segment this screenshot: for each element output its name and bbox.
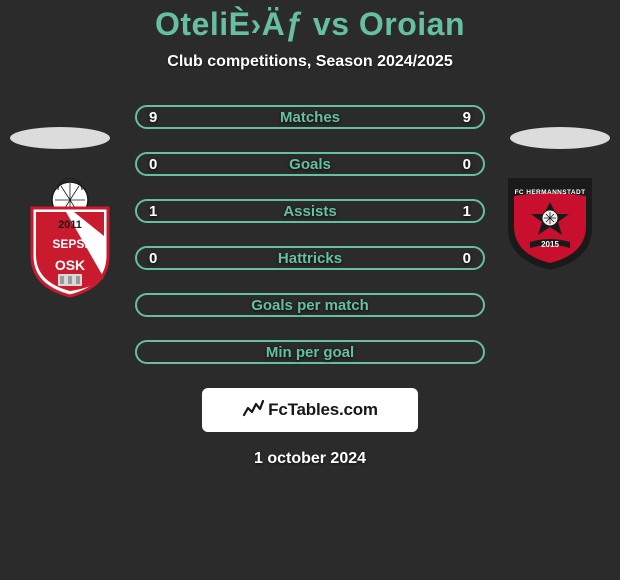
svg-text:FC HERMANNSTADT: FC HERMANNSTADT (515, 189, 586, 196)
club-badge-left: 2011 SEPSI OSK (20, 178, 120, 278)
stat-label: Goals (289, 156, 331, 173)
club-badge-right: FC HERMANNSTADT 2015 (500, 168, 600, 268)
svg-text:2015: 2015 (541, 240, 559, 249)
stat-left-value: 0 (149, 156, 157, 173)
sepsi-badge-icon: 2011 SEPSI OSK (20, 178, 120, 298)
player-silhouette-right (510, 127, 610, 149)
stats-list: 9 Matches 9 0 Goals 0 1 Assists 1 0 Hatt… (135, 105, 485, 364)
stat-right-value: 1 (463, 203, 471, 220)
stat-label: Hattricks (278, 250, 342, 267)
stat-row-matches: 9 Matches 9 (135, 105, 485, 129)
svg-text:OSK: OSK (55, 257, 85, 273)
stat-left-value: 9 (149, 109, 157, 126)
stat-label: Min per goal (266, 344, 354, 361)
stat-right-value: 0 (463, 250, 471, 267)
stat-row-assists: 1 Assists 1 (135, 199, 485, 223)
stat-left-value: 1 (149, 203, 157, 220)
fctables-link[interactable]: FcTables.com (202, 388, 418, 432)
stat-label: Matches (280, 109, 340, 126)
fctables-text: FcTables.com (268, 400, 378, 420)
stat-label: Assists (283, 203, 336, 220)
fctables-label: FcTables.com (242, 399, 378, 422)
stat-row-hattricks: 0 Hattricks 0 (135, 246, 485, 270)
comparison-date: 1 october 2024 (254, 450, 366, 468)
player-silhouette-left (10, 127, 110, 149)
stat-row-min-per-goal: Min per goal (135, 340, 485, 364)
stat-label: Goals per match (251, 297, 369, 314)
stat-right-value: 9 (463, 109, 471, 126)
comparison-subtitle: Club competitions, Season 2024/2025 (167, 53, 452, 71)
stat-left-value: 0 (149, 250, 157, 267)
stat-row-goals: 0 Goals 0 (135, 152, 485, 176)
comparison-title: OteliÈ›Äƒ vs Oroian (155, 6, 465, 43)
stat-row-goals-per-match: Goals per match (135, 293, 485, 317)
stat-right-value: 0 (463, 156, 471, 173)
hermannstadt-badge-icon: FC HERMANNSTADT 2015 (500, 168, 600, 272)
svg-text:SEPSI: SEPSI (52, 237, 87, 251)
fctables-logo-icon (242, 399, 264, 422)
svg-text:2011: 2011 (58, 219, 82, 231)
